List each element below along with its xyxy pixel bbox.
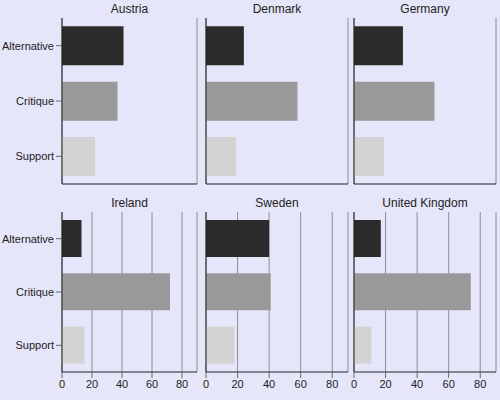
svg-text:0: 0: [203, 378, 209, 390]
html-text:Ireland: Ireland: [111, 196, 148, 210]
html-text:Sweden: Sweden: [255, 196, 299, 210]
svg-text:Support: Support: [15, 339, 54, 351]
svg-text:40: 40: [116, 378, 128, 390]
html-text:United Kingdom: United Kingdom: [382, 196, 468, 210]
svg-text:Alternative: Alternative: [8, 233, 54, 245]
html-text:Austria: Austria: [110, 2, 149, 16]
svg-text:20: 20: [86, 378, 98, 390]
html-text:Germany: Germany: [400, 2, 450, 16]
svg-text:60: 60: [443, 378, 455, 390]
svg-text:40: 40: [263, 378, 275, 390]
svg-text:20: 20: [379, 378, 391, 390]
html-text:Denmark: Denmark: [252, 2, 302, 16]
svg-text:0: 0: [351, 378, 357, 390]
svg-text:60: 60: [295, 378, 307, 390]
svg-text:Critique: Critique: [16, 286, 54, 298]
svg-text:40: 40: [411, 378, 423, 390]
svg-text:Support: Support: [15, 150, 54, 162]
svg-text:80: 80: [176, 378, 188, 390]
svg-text:60: 60: [146, 378, 158, 390]
svg-text:80: 80: [474, 378, 486, 390]
svg-text:20: 20: [231, 378, 243, 390]
svg-text:80: 80: [326, 378, 338, 390]
svg-text:Alternative: Alternative: [8, 40, 54, 52]
svg-text:Critique: Critique: [16, 95, 54, 107]
svg-text:0: 0: [59, 378, 65, 390]
